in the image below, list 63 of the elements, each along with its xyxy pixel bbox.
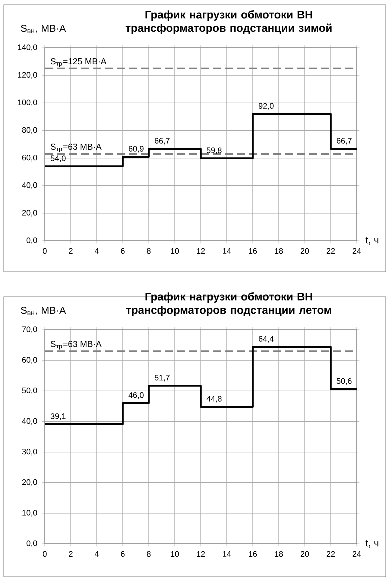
x-tick-label: 8 xyxy=(147,551,151,558)
ref-line-label: S$_{тр}$=63 МВ·А xyxy=(50,144,102,153)
ref-line-label: S$_{тр}$=125 МВ·А xyxy=(50,58,107,68)
data-label: 64,4 xyxy=(258,336,274,343)
x-tick-label: 20 xyxy=(300,551,310,558)
x-tick-label: 4 xyxy=(94,248,99,254)
data-label: 46,0 xyxy=(128,392,144,400)
x-tick-label: 12 xyxy=(197,248,206,254)
x-tick-label: 6 xyxy=(121,551,125,558)
y-tick-label: 0,0 xyxy=(26,540,38,548)
ref-line-label: S$_{тр}$=63 МВ·А xyxy=(50,341,102,350)
y-tick-label: 70,0 xyxy=(22,326,38,334)
y-tick-label: 60,0 xyxy=(22,357,38,364)
data-label: 54,0 xyxy=(50,156,66,162)
y-tick-label: 40,0 xyxy=(22,182,38,190)
y-tick-label: 120,0 xyxy=(18,72,38,79)
x-tick-label: 22 xyxy=(326,551,336,557)
x-tick-label: 24 xyxy=(352,248,362,254)
y-tick-label: 0,0 xyxy=(26,238,38,244)
x-tick-label: 6 xyxy=(121,248,125,254)
data-label: 60,9 xyxy=(128,146,144,153)
data-label: 92,0 xyxy=(258,103,274,110)
x-tick-label: 22 xyxy=(326,248,336,254)
x-axis-title: t, ч xyxy=(366,237,379,245)
chart-title: График нагрузки обмотоки ВН трансформаторов подстанции летом xyxy=(126,292,332,316)
y-tick-label: 50,0 xyxy=(22,388,38,394)
x-tick-label: 14 xyxy=(223,551,232,557)
x-tick-label: 0 xyxy=(43,551,47,558)
data-label: 39,1 xyxy=(50,414,66,420)
y-tick-label: 20,0 xyxy=(22,480,38,486)
x-tick-label: 8 xyxy=(147,248,151,254)
x-tick-label: 0 xyxy=(43,248,47,254)
x-tick-label: 2 xyxy=(69,551,73,557)
x-tick-label: 18 xyxy=(275,551,284,558)
y-axis-title: S$_{вн}$, МВ·А xyxy=(21,306,66,316)
y-tick-label: 140,0 xyxy=(18,44,38,52)
x-tick-label: 16 xyxy=(249,551,258,558)
y-tick-label: 20,0 xyxy=(22,210,38,217)
x-tick-label: 4 xyxy=(94,551,99,557)
y-tick-label: 60,0 xyxy=(22,154,38,162)
x-tick-label: 14 xyxy=(223,248,232,254)
data-label: 50,6 xyxy=(336,378,352,386)
y-tick-label: 10,0 xyxy=(22,510,38,517)
x-tick-label: 18 xyxy=(275,248,284,254)
x-tick-label: 20 xyxy=(300,248,310,254)
data-label: 66,7 xyxy=(154,138,170,145)
x-tick-label: 2 xyxy=(69,248,73,254)
data-label: 51,7 xyxy=(154,375,170,382)
x-tick-label: 16 xyxy=(249,248,258,254)
x-tick-label: 12 xyxy=(197,551,206,557)
x-axis-title: t, ч xyxy=(366,540,379,548)
x-tick-label: 10 xyxy=(171,248,180,254)
y-axis-title: S$_{вн}$, МВ·А xyxy=(21,24,66,34)
y-tick-label: 100,0 xyxy=(18,100,38,106)
x-tick-label: 10 xyxy=(171,551,180,558)
y-tick-label: 40,0 xyxy=(22,418,38,426)
chart-title: График нагрузки обмотоки ВН трансформаторов подстанции зимой xyxy=(126,10,332,34)
data-label: 44,8 xyxy=(206,396,222,403)
x-tick-label: 24 xyxy=(352,551,362,557)
data-label: 66,7 xyxy=(336,138,352,145)
data-label: 59,8 xyxy=(206,148,222,154)
y-tick-label: 80,0 xyxy=(22,127,38,134)
y-tick-label: 30,0 xyxy=(22,448,38,456)
